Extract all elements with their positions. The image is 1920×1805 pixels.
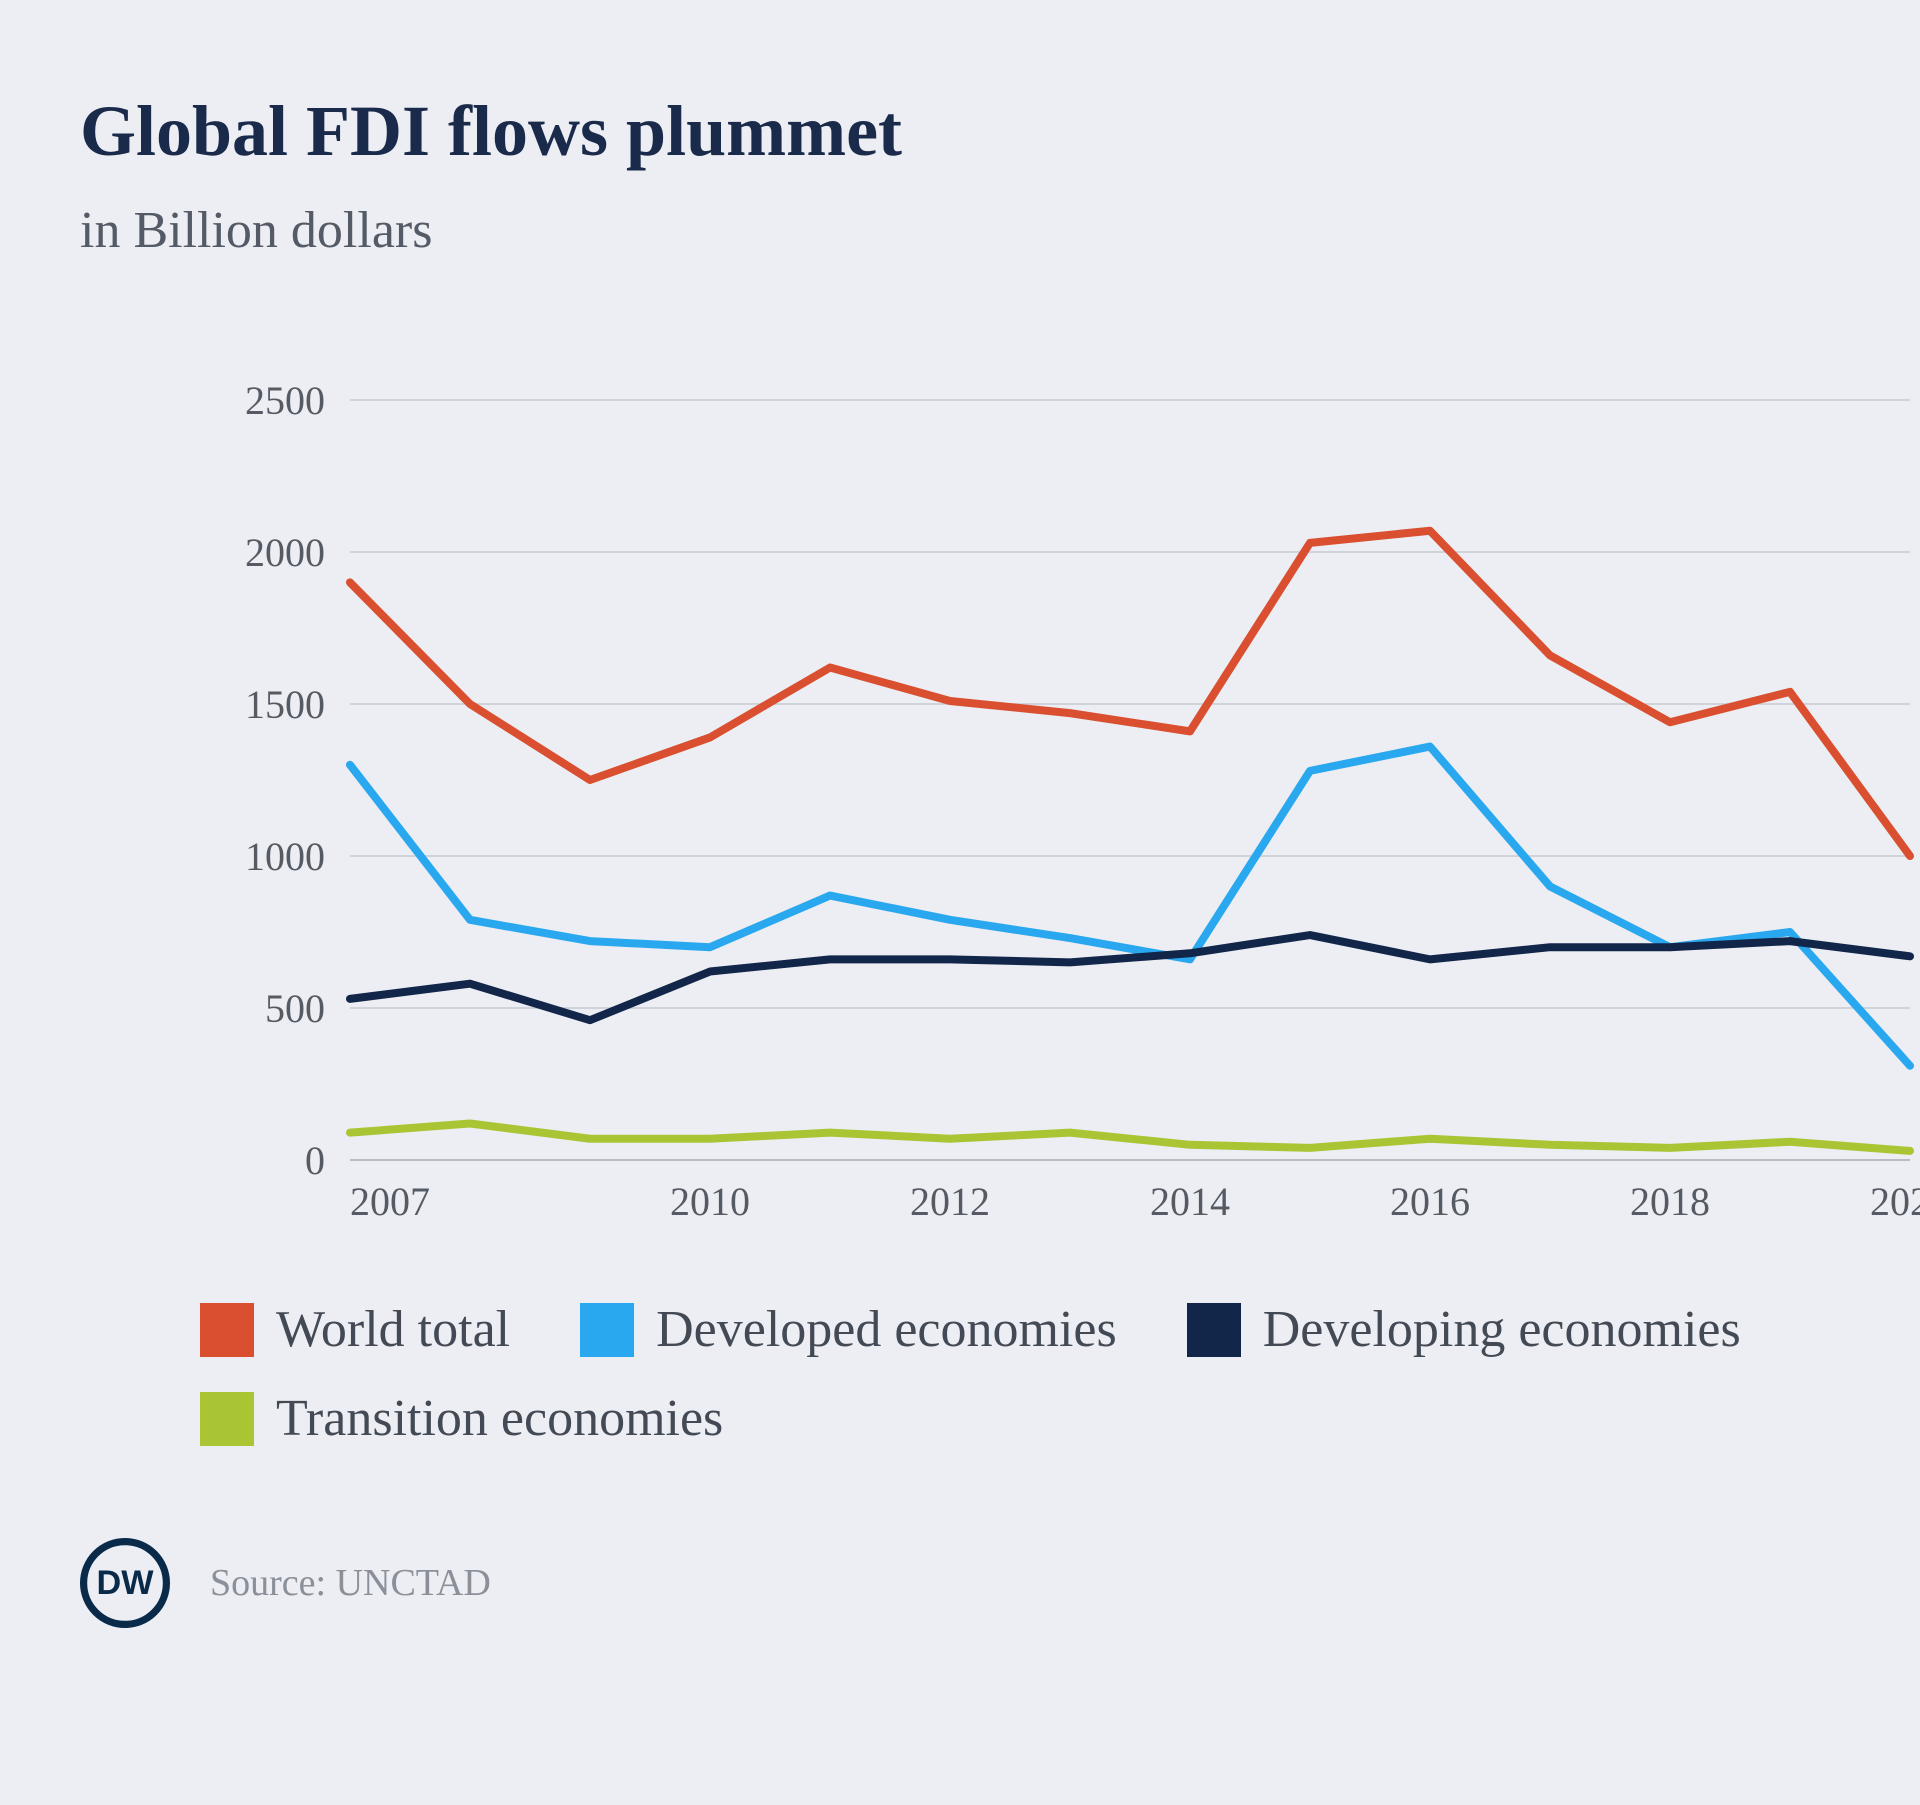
legend-label: Transition economies [276,1389,723,1448]
svg-text:2016: 2016 [1390,1179,1470,1224]
legend-label: Developed economies [656,1300,1117,1359]
dw-logo-icon: DW [80,1538,170,1628]
svg-text:2012: 2012 [910,1179,990,1224]
source-label: Source: UNCTAD [210,1561,491,1605]
legend-item-developed: Developed economies [580,1300,1117,1359]
svg-text:2014: 2014 [1150,1179,1230,1224]
svg-text:1500: 1500 [245,682,325,727]
chart-legend: World total Developed economies Developing… [200,1300,1800,1448]
svg-text:DW: DW [97,1564,155,1602]
svg-text:2000: 2000 [245,530,325,575]
svg-text:2500: 2500 [245,380,325,423]
chart-subtitle: in Billion dollars [80,201,1840,260]
chart-footer: DW Source: UNCTAD [80,1538,1840,1628]
svg-text:1000: 1000 [245,834,325,879]
chart-container: 0 500 1000 1500 2000 2500 2007 2010 2012 2014 2016… [200,380,1780,1230]
svg-text:2020: 2020 [1870,1179,1920,1224]
legend-item-world_total: World total [200,1300,510,1359]
legend-swatch [200,1303,254,1357]
svg-text:2018: 2018 [1630,1179,1710,1224]
legend-item-developing: Developing economies [1187,1300,1741,1359]
svg-text:2010: 2010 [670,1179,750,1224]
chart-title: Global FDI flows plummet [80,90,1840,173]
legend-label: World total [276,1300,510,1359]
svg-text:500: 500 [265,986,325,1031]
legend-item-transition: Transition economies [200,1389,723,1448]
legend-label: Developing economies [1263,1300,1741,1359]
series-transition [350,1124,1910,1151]
series-world_total [350,531,1910,856]
legend-swatch [580,1303,634,1357]
line-chart: 0 500 1000 1500 2000 2500 2007 2010 2012 2014 2016… [200,380,1920,1230]
svg-text:0: 0 [305,1138,325,1183]
legend-swatch [1187,1303,1241,1357]
svg-text:2007: 2007 [350,1179,430,1224]
legend-swatch [200,1392,254,1446]
